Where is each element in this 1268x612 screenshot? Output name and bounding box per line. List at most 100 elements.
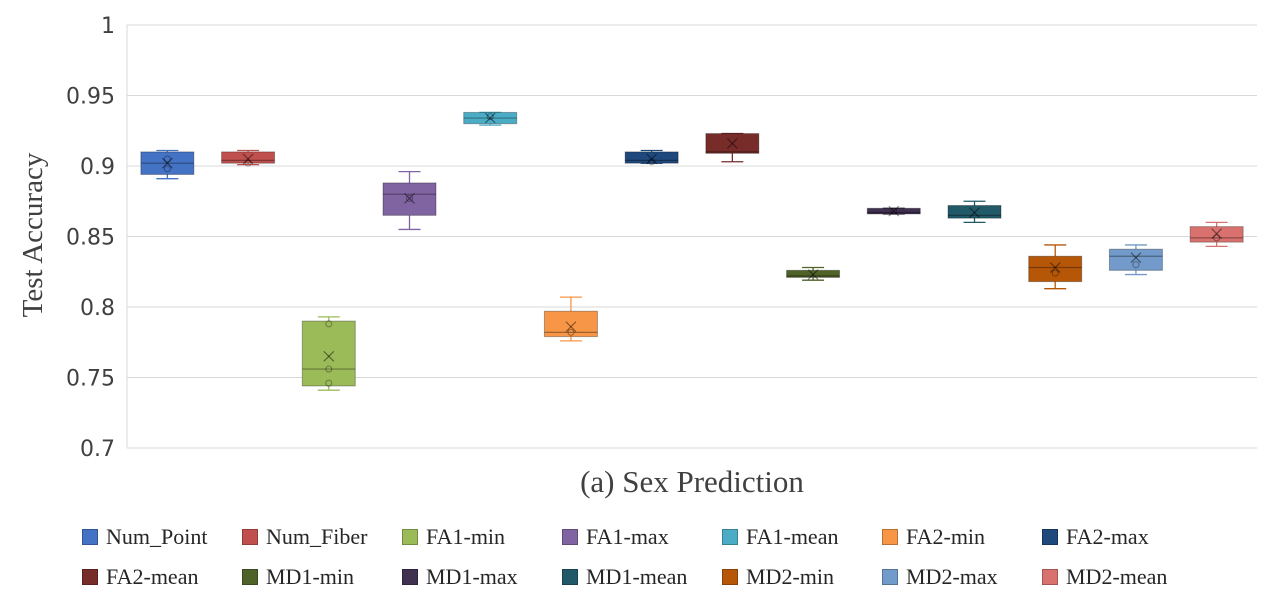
legend-swatch — [402, 529, 418, 545]
mean-marker — [242, 153, 254, 165]
legend-label: Num_Point — [106, 524, 208, 549]
gridlines — [126, 24, 1257, 449]
y-axis-ticks: 0.7 0.75 0.8 0.85 0.9 0.95 1 — [66, 14, 115, 462]
data-point — [486, 113, 494, 121]
mean-marker — [323, 350, 335, 362]
box-MD1-max — [866, 205, 921, 217]
legend-item: MD2-min — [722, 564, 834, 590]
legend-label: MD2-max — [906, 564, 998, 589]
mean-marker — [1049, 262, 1061, 273]
box-MD2-max — [1108, 244, 1163, 276]
y-tick-label: 0.7 — [80, 437, 115, 462]
legend-swatch — [882, 529, 898, 545]
legend-swatch — [402, 569, 418, 585]
legend-swatch — [722, 569, 738, 585]
box-FA1-mean — [463, 111, 518, 126]
data-point — [1132, 261, 1140, 269]
y-tick-label: 1 — [101, 14, 115, 39]
y-tick-label: 0.95 — [66, 85, 115, 110]
legend-item: FA2-mean — [82, 564, 198, 590]
legend-label: Num_Fiber — [266, 524, 368, 549]
legend-label: FA2-max — [1066, 524, 1149, 549]
box-FA2-max — [624, 149, 679, 166]
legend-item: MD2-max — [882, 564, 998, 590]
box-iqr — [786, 269, 841, 278]
legend-swatch — [562, 529, 578, 545]
legend-label: FA2-mean — [106, 564, 199, 589]
mean-marker — [1130, 252, 1142, 264]
legend-label: MD1-max — [426, 564, 518, 589]
data-point — [325, 320, 333, 328]
legend-swatch — [562, 569, 578, 585]
box-iqr — [140, 151, 195, 175]
legend-label: MD2-mean — [1066, 564, 1168, 589]
data-point — [244, 159, 252, 167]
mean-marker — [726, 138, 738, 149]
mean-marker — [161, 157, 173, 169]
x-axis-label: (a) Sex Prediction — [580, 464, 804, 499]
box-FA2-min — [543, 296, 598, 342]
box-iqr — [221, 151, 276, 164]
legend-label: MD2-min — [746, 564, 834, 589]
mean-marker — [484, 112, 496, 124]
legend-label: FA1-mean — [746, 524, 839, 549]
legend-swatch — [1042, 569, 1058, 585]
legend-label: MD1-mean — [586, 564, 688, 589]
y-tick-label: 0.9 — [80, 155, 115, 180]
mean-marker — [404, 193, 415, 204]
legend-item: FA1-min — [402, 524, 505, 550]
legend-swatch — [242, 569, 258, 585]
legend-item: MD1-max — [402, 564, 518, 590]
data-point — [1051, 269, 1059, 277]
box-MD1-min — [786, 266, 841, 281]
data-point — [163, 155, 171, 163]
box-iqr — [947, 204, 1002, 219]
mean-marker — [646, 153, 658, 165]
box-FA2-mean — [705, 132, 760, 163]
data-point — [325, 379, 333, 387]
box-iqr — [705, 133, 760, 154]
legend-item: MD2-mean — [1042, 564, 1167, 590]
box-FA1-max — [382, 170, 437, 231]
y-tick-label: 0.75 — [66, 367, 115, 392]
box-iqr — [463, 111, 518, 125]
data-point — [163, 165, 171, 173]
legend-label: MD1-min — [266, 564, 354, 589]
legend-swatch — [82, 569, 98, 585]
box-iqr — [1108, 248, 1163, 271]
data-point — [325, 365, 333, 373]
legend-item: FA2-min — [882, 524, 985, 550]
data-point — [567, 328, 575, 336]
data-point — [890, 207, 898, 215]
y-tick-label: 0.8 — [80, 296, 115, 321]
mean-marker — [807, 269, 819, 280]
legend-item: FA1-max — [562, 524, 669, 550]
box-MD1-mean — [947, 200, 1002, 224]
mean-marker — [888, 205, 900, 217]
box-iqr — [543, 310, 598, 338]
legend-item: Num_Fiber — [242, 524, 367, 550]
data-point — [406, 194, 413, 202]
legend-item: FA1-mean — [722, 524, 838, 550]
y-tick-label: 0.85 — [66, 226, 115, 251]
box-MD2-min — [1028, 244, 1083, 290]
box-FA1-min — [301, 316, 356, 391]
legend-item: MD1-mean — [562, 564, 687, 590]
legend-label: FA2-min — [906, 524, 986, 549]
y-axis-label: Test Accuracy — [17, 152, 49, 317]
box-iqr — [382, 182, 437, 216]
legend-swatch — [1042, 529, 1058, 545]
box-iqr — [1189, 226, 1244, 243]
data-point — [648, 158, 656, 166]
legend-label: FA1-min — [426, 524, 506, 549]
legend-swatch — [242, 529, 258, 545]
legend-item: MD1-min — [242, 564, 354, 590]
mean-marker — [969, 207, 980, 218]
data-point — [1213, 234, 1221, 242]
box-iqr — [866, 207, 921, 215]
box-Num_Point — [140, 149, 195, 180]
legend-swatch — [722, 529, 738, 545]
box-series — [140, 111, 1244, 391]
legend-item: FA2-max — [1042, 524, 1149, 550]
